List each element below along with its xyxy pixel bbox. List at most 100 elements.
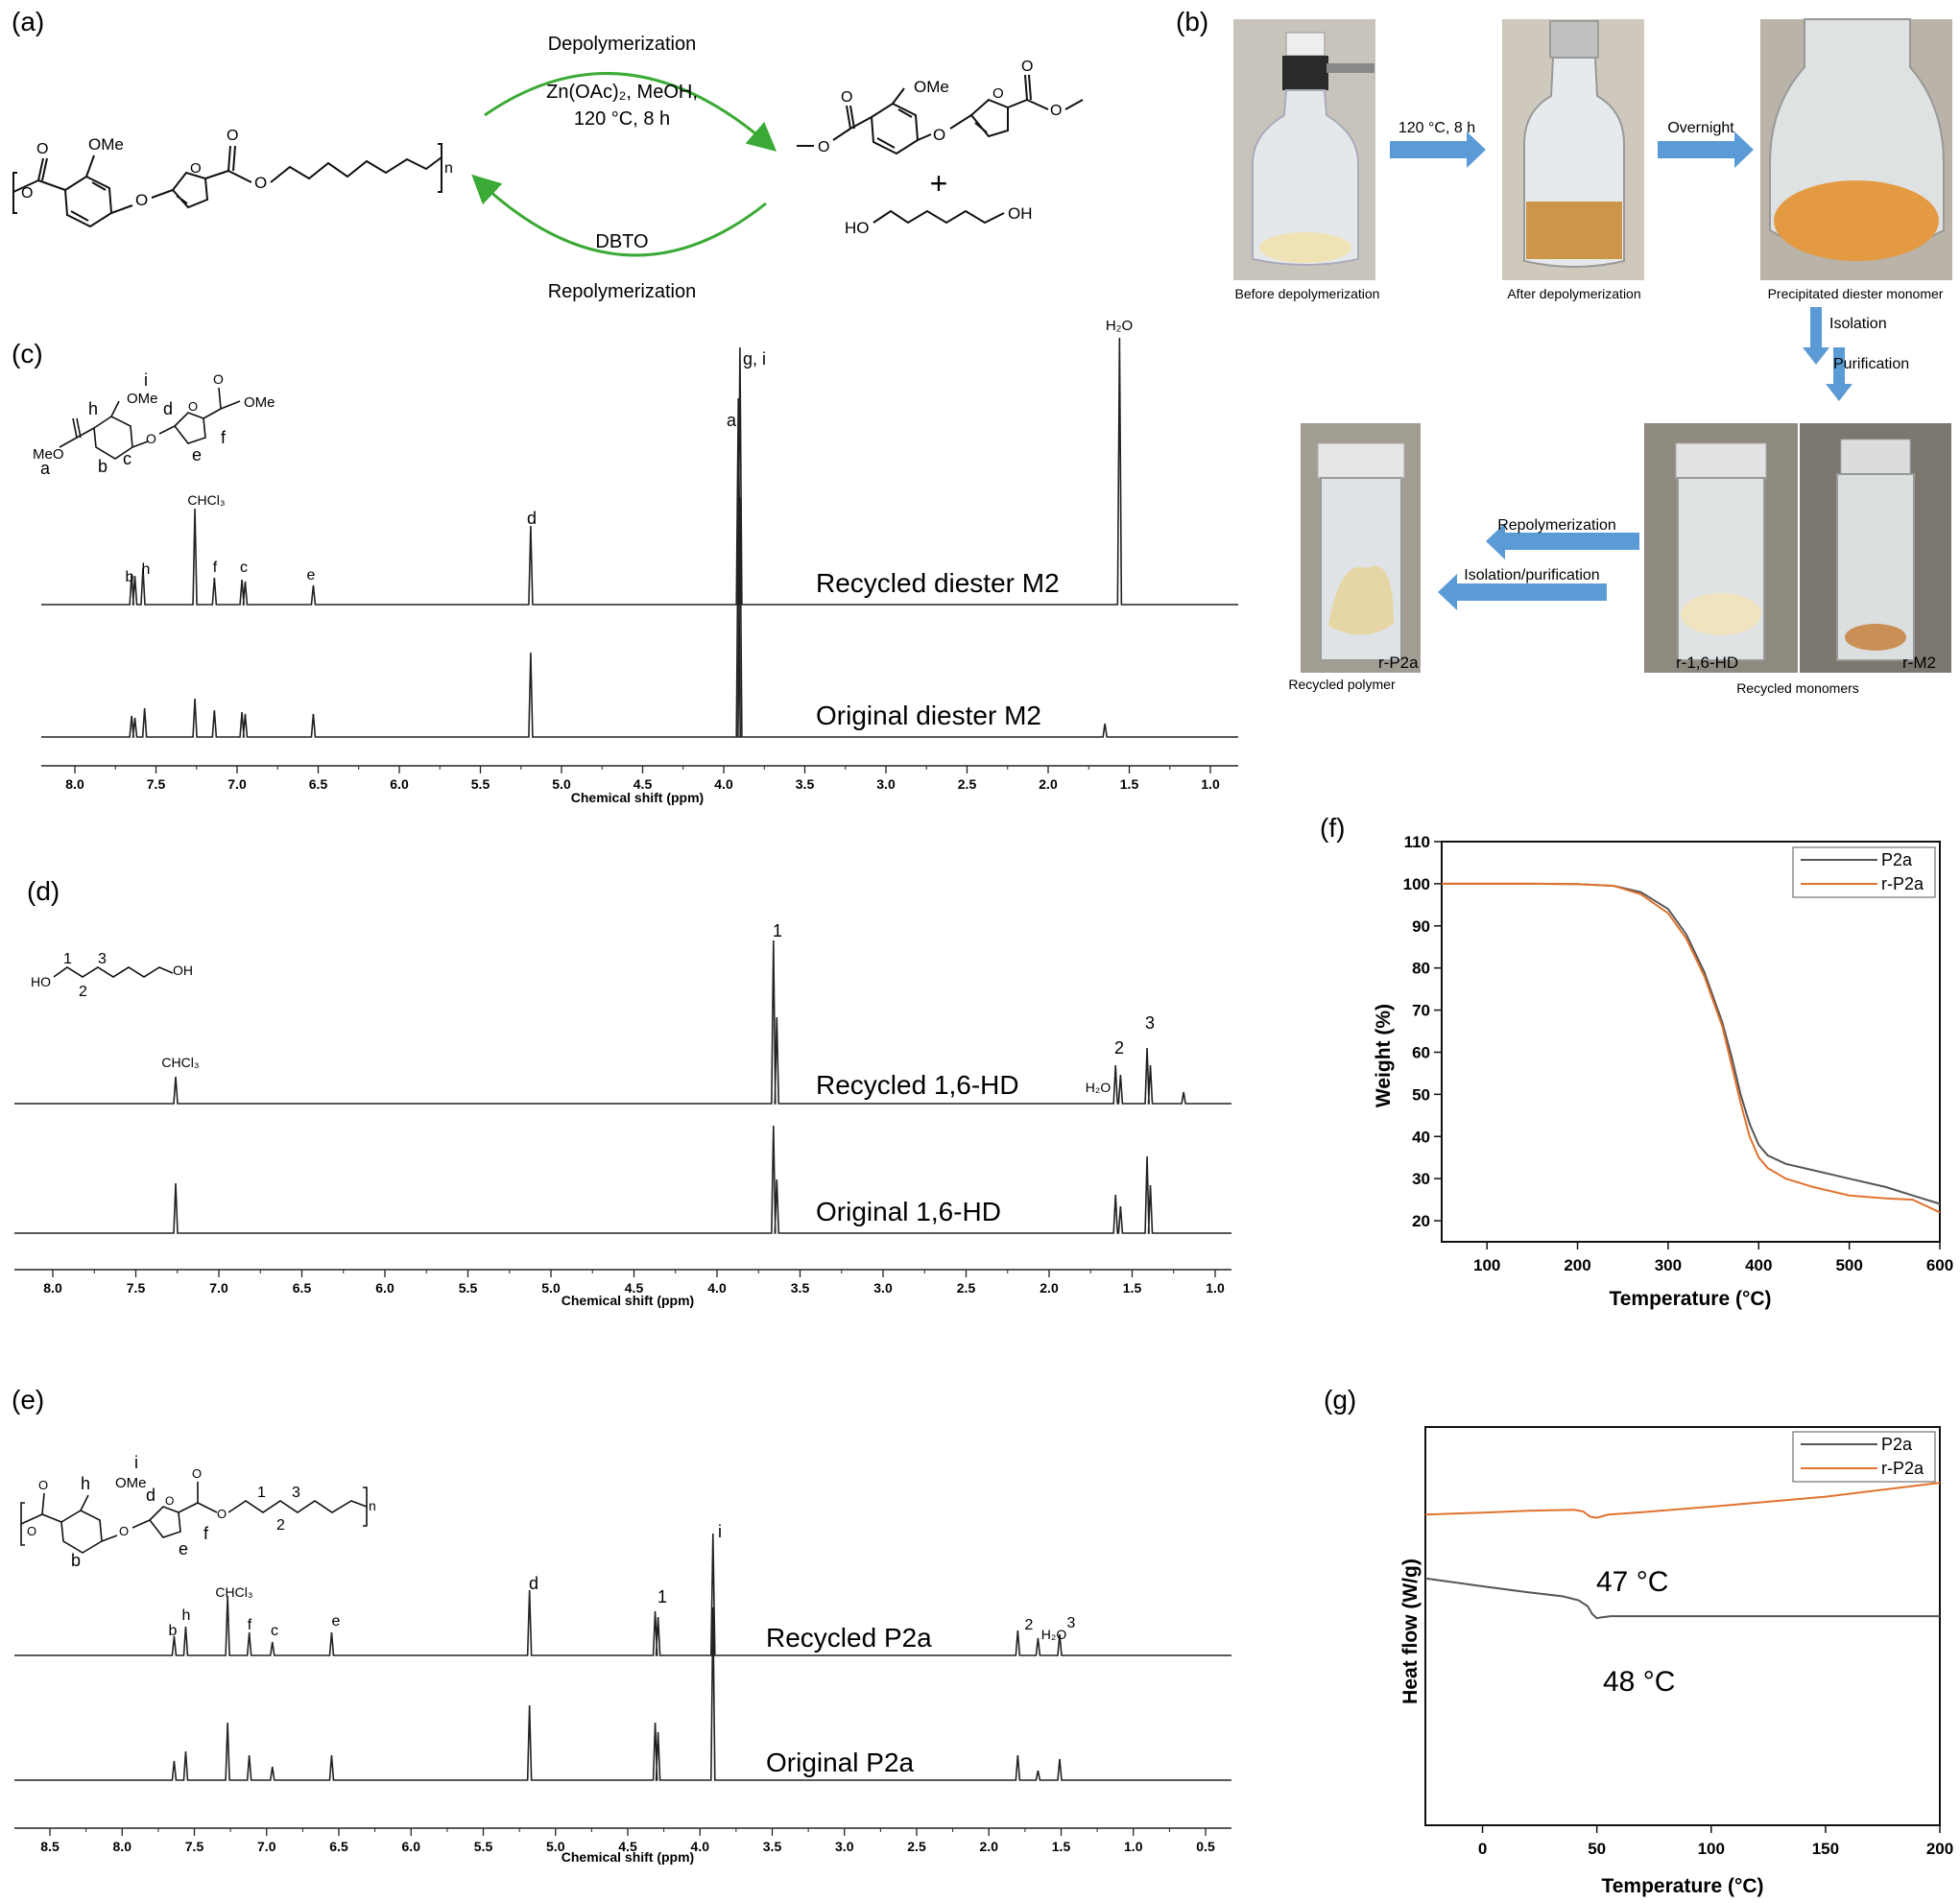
tga-legend-p2a: P2a — [1881, 850, 1913, 869]
arrow-120c-label: 120 °C, 8 h — [1398, 120, 1475, 136]
dsc-legend-box — [1792, 1431, 1936, 1483]
struct-e-1: 1 — [257, 1485, 266, 1501]
axis-tick-label: 7.0 — [227, 776, 247, 792]
struct-c-i: i — [144, 370, 148, 390]
nmr-c-peak-c: c — [240, 559, 248, 576]
caption-recycled-monomers: Recycled monomers — [1736, 680, 1859, 696]
photo-r-m2 — [1800, 423, 1951, 673]
nmr-e-peak-c: c — [271, 1623, 278, 1639]
axis-tick-label: 8.5 — [40, 1839, 60, 1854]
diol-structure — [872, 209, 1005, 225]
axis-tick-label: 2.5 — [957, 1280, 976, 1296]
axis-tick-label: 2.0 — [1040, 1280, 1059, 1296]
dsc-x-tick-label: 100 — [1698, 1840, 1725, 1858]
struct-e-o-ester: O — [217, 1507, 227, 1521]
repolymerization-arrow — [471, 174, 767, 257]
struct-d-ho: HO — [31, 974, 51, 989]
panel-label-g: (g) — [1324, 1385, 1356, 1415]
polymer-o-furan: O — [190, 160, 202, 177]
struct-e-n: n — [369, 1498, 376, 1513]
axis-tick-label: 1.5 — [1123, 1280, 1142, 1296]
photo-r-1-6-hd — [1644, 423, 1798, 673]
polymer-ome: OMe — [88, 135, 124, 154]
panel-f: (f) 100 200 300 400 500 600203040506070809010… — [1320, 813, 1953, 1310]
nmr-c-peak-chcl3: CHCl₃ — [187, 492, 225, 508]
struct-d-oh: OH — [173, 963, 193, 978]
axis-tick-label: 7.5 — [147, 776, 166, 792]
axis-tick-label: 8.0 — [113, 1839, 132, 1854]
struct-e-d: d — [146, 1486, 155, 1505]
axis-tick-label: 5.5 — [459, 1280, 478, 1296]
struct-d-2: 2 — [79, 984, 87, 1000]
nmr-d-trace-recycled — [14, 940, 1231, 1105]
tga-y-tick-label: 50 — [1412, 1085, 1430, 1104]
axis-tick-label: 4.0 — [707, 1280, 727, 1296]
arrow-repolymerization-label: Repolymerization — [1497, 517, 1616, 534]
struct-e-h: h — [81, 1474, 90, 1493]
nmr-e-xlabel: Chemical shift (ppm) — [562, 1849, 694, 1865]
axis-tick-label: 4.5 — [625, 1280, 644, 1296]
tga-x-tick-label: 300 — [1655, 1256, 1682, 1274]
arrow-120c — [1390, 131, 1486, 168]
axis-tick-label: 6.5 — [293, 1280, 312, 1296]
photo-precipitated — [1760, 18, 1952, 280]
struct-c-o-furan: O — [188, 399, 198, 414]
nmr-c-trace-label-original: Original diester M2 — [816, 701, 1041, 730]
nmr-e-peak-chcl3: CHCl₃ — [215, 1584, 252, 1600]
caption-before: Before depolymerization — [1235, 286, 1380, 301]
dsc-axes: 0 50 100 150 200 — [1478, 1825, 1953, 1858]
tga-legend: P2a r-P2a — [1792, 846, 1936, 898]
axis-tick-label: 2.0 — [980, 1839, 999, 1854]
dsc-plot-frame — [1424, 1426, 1941, 1826]
panel-label-f: (f) — [1320, 813, 1345, 843]
arrow-isolation-label: Isolation — [1829, 316, 1887, 332]
arrow-purification-label: Purification — [1833, 356, 1909, 372]
polymer-o-ether: O — [135, 191, 148, 209]
dsc-x-tick-label: 150 — [1812, 1840, 1839, 1858]
struct-c-a: a — [40, 459, 51, 478]
arrow-isolation-purification — [1438, 574, 1607, 610]
nmr-e-axis: 8.5 8.0 7.5 7.0 6.5 6.0 5.5 5.0 4.5 4.0 3.5 3.0 2.5 2… — [14, 1827, 1231, 1854]
struct-e-o-carbonyl-left: O — [38, 1478, 48, 1492]
axis-tick-label: 5.5 — [474, 1839, 493, 1854]
dsc-legend-rp2a: r-P2a — [1881, 1459, 1924, 1478]
struct-c-b: b — [98, 457, 108, 476]
nmr-d-peak-3: 3 — [1145, 1013, 1155, 1033]
tga-series — [1442, 882, 1941, 1214]
tga-y-tick-label: 60 — [1412, 1043, 1430, 1061]
diol-ho: HO — [845, 219, 870, 237]
struct-c-e: e — [192, 445, 202, 464]
depolymerization-arrow — [484, 72, 777, 152]
struct-c-f: f — [221, 428, 227, 447]
axis-tick-label: 1.5 — [1052, 1839, 1071, 1854]
caption-precipitated: Precipitated diester monomer — [1768, 286, 1944, 301]
arrow-overnight-label: Overnight — [1667, 120, 1734, 136]
axis-tick-label: 1.0 — [1124, 1839, 1143, 1854]
axis-tick-label: 7.5 — [185, 1839, 204, 1854]
axis-tick-label: 7.0 — [257, 1839, 276, 1854]
tga-legend-rp2a: r-P2a — [1881, 874, 1924, 893]
tga-y-tick-label: 80 — [1412, 960, 1430, 978]
caption-after: After depolymerization — [1507, 286, 1640, 301]
polymer-o-ester: O — [254, 174, 267, 192]
struct-e-b: b — [71, 1551, 81, 1570]
axis-tick-label: 1.0 — [1201, 776, 1220, 792]
axis-tick-label: 1.5 — [1120, 776, 1139, 792]
repolymerization-label: Repolymerization — [548, 281, 697, 302]
struct-e-e: e — [179, 1539, 188, 1558]
diester-o-carbonyl-left: O — [841, 89, 852, 106]
diester-o-right: O — [1050, 103, 1062, 119]
photo-before-depolymerization — [1233, 19, 1375, 280]
struct-e-ome: OMe — [115, 1475, 147, 1491]
nmr-c-trace-label-recycled: Recycled diester M2 — [816, 568, 1060, 598]
axis-tick-label: 5.5 — [471, 776, 490, 792]
polymer-structure — [12, 143, 442, 228]
nmr-c-peak-h2o: H₂O — [1106, 318, 1133, 334]
axis-tick-label: 2.5 — [958, 776, 977, 792]
label-r-1-6-hd: r-1,6-HD — [1676, 654, 1738, 672]
nmr-c-peak-h: h — [142, 561, 151, 578]
struct-c-d: d — [163, 399, 173, 418]
arrow-isolation-purification-label: Isolation/purification — [1464, 567, 1599, 583]
panel-label-b: (b) — [1176, 7, 1208, 36]
axis-tick-label: 3.0 — [835, 1839, 854, 1854]
